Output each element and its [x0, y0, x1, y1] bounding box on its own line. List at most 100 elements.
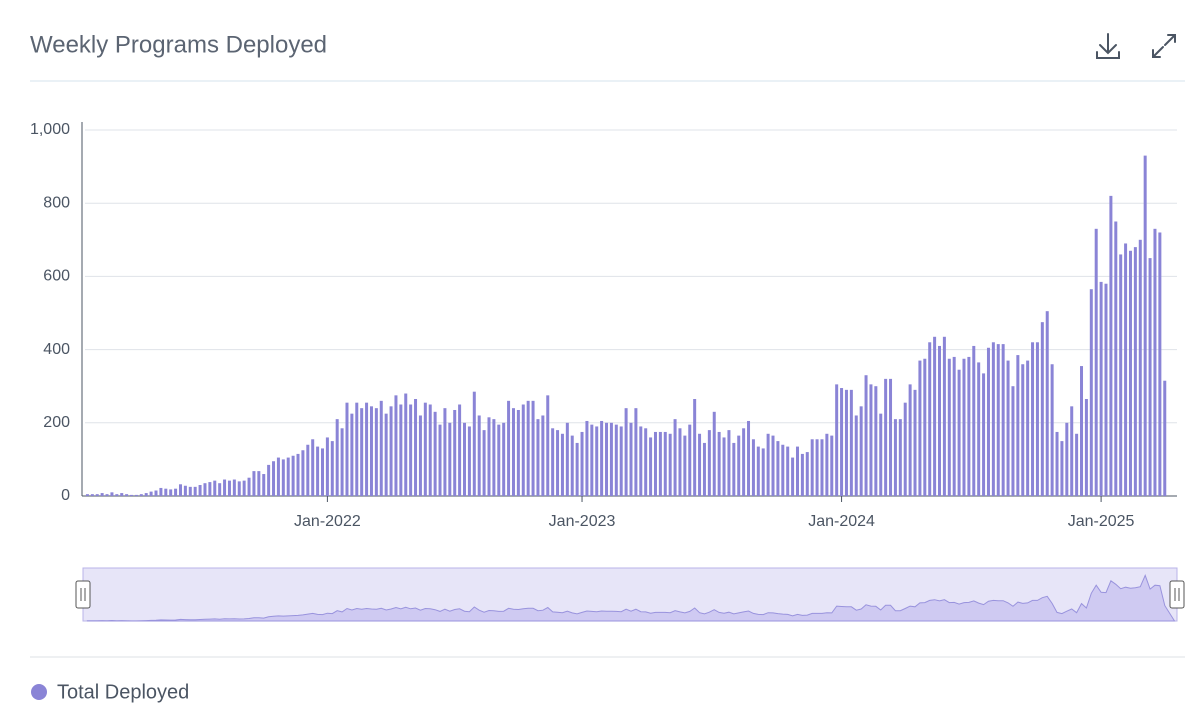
bar — [864, 375, 868, 496]
bar — [585, 420, 589, 496]
bar — [889, 378, 893, 496]
bar — [1153, 228, 1157, 496]
bar — [428, 404, 432, 496]
bar — [928, 342, 932, 496]
bar — [649, 437, 653, 496]
x-tick-label: Jan-2024 — [808, 513, 875, 530]
bar — [374, 408, 378, 496]
bar — [653, 431, 657, 496]
bar — [1031, 342, 1035, 496]
bar — [835, 384, 839, 496]
bar — [879, 413, 883, 496]
bar — [502, 422, 506, 496]
bar — [100, 493, 104, 496]
bar — [737, 435, 741, 496]
bar — [330, 441, 334, 496]
bar — [1011, 386, 1015, 496]
bar — [193, 486, 197, 496]
bar — [820, 439, 824, 496]
bar — [213, 480, 217, 496]
bar — [90, 494, 94, 496]
zoom-handle[interactable] — [75, 580, 91, 609]
legend-marker — [31, 684, 47, 700]
bar — [458, 404, 462, 496]
x-tick-label: Jan-2023 — [549, 513, 616, 530]
bar — [742, 428, 746, 496]
bar — [747, 420, 751, 496]
bar — [688, 424, 692, 496]
zoom-handle[interactable] — [1169, 580, 1185, 609]
bar — [296, 453, 300, 496]
bar — [227, 480, 231, 496]
bar — [624, 408, 628, 496]
bar — [600, 420, 604, 496]
bar — [595, 426, 599, 496]
bar — [1119, 254, 1123, 496]
bar — [164, 488, 168, 496]
bar — [972, 345, 976, 496]
bar — [996, 344, 1000, 496]
bar — [761, 448, 765, 496]
bar — [1114, 221, 1118, 496]
bar — [511, 408, 515, 496]
bar — [962, 358, 966, 496]
bar — [678, 428, 682, 496]
bar — [521, 404, 525, 496]
bar — [360, 408, 364, 496]
bar — [805, 452, 809, 496]
bar — [237, 481, 241, 496]
bar — [487, 417, 491, 496]
bar — [800, 453, 804, 496]
bar — [791, 457, 795, 496]
bar — [874, 386, 878, 496]
bar — [394, 395, 398, 496]
bar — [844, 389, 848, 496]
bar — [766, 433, 770, 496]
bar — [149, 491, 153, 496]
y-tick-label: 600 — [43, 268, 70, 285]
bar — [982, 373, 986, 496]
zoom-handle-lines — [80, 588, 86, 601]
bar — [252, 471, 256, 496]
bar — [409, 404, 413, 496]
bar — [404, 393, 408, 496]
bar — [575, 442, 579, 496]
chart-title: Weekly Programs Deployed — [30, 31, 327, 58]
y-tick-label: 1,000 — [30, 121, 70, 138]
bar — [110, 492, 114, 496]
bar — [884, 378, 888, 496]
bar — [1163, 380, 1167, 496]
bar — [306, 444, 310, 496]
bar — [938, 345, 942, 496]
bar — [316, 446, 320, 496]
bar — [232, 479, 236, 496]
bar — [629, 422, 633, 496]
bar — [526, 400, 530, 496]
bar — [516, 409, 520, 496]
bar — [795, 446, 799, 496]
bar — [1143, 155, 1147, 496]
bar — [580, 431, 584, 496]
bar — [159, 487, 163, 496]
bar — [663, 431, 667, 496]
bar — [482, 430, 486, 496]
bar — [433, 411, 437, 496]
bar — [541, 415, 545, 496]
bar — [668, 433, 672, 496]
bar — [497, 424, 501, 496]
bar — [815, 439, 819, 496]
zoom-preview-area — [86, 574, 1176, 622]
bar — [115, 494, 119, 496]
bar — [414, 399, 418, 496]
download-icon[interactable] — [1096, 33, 1120, 59]
bar — [139, 494, 143, 496]
bar — [590, 424, 594, 496]
bar — [1026, 360, 1030, 496]
bar — [893, 419, 897, 496]
bar — [463, 422, 467, 496]
bar — [1021, 364, 1025, 496]
expand-icon[interactable] — [1152, 34, 1176, 58]
bar — [1045, 311, 1049, 496]
bar — [923, 358, 927, 496]
bar — [144, 493, 148, 496]
